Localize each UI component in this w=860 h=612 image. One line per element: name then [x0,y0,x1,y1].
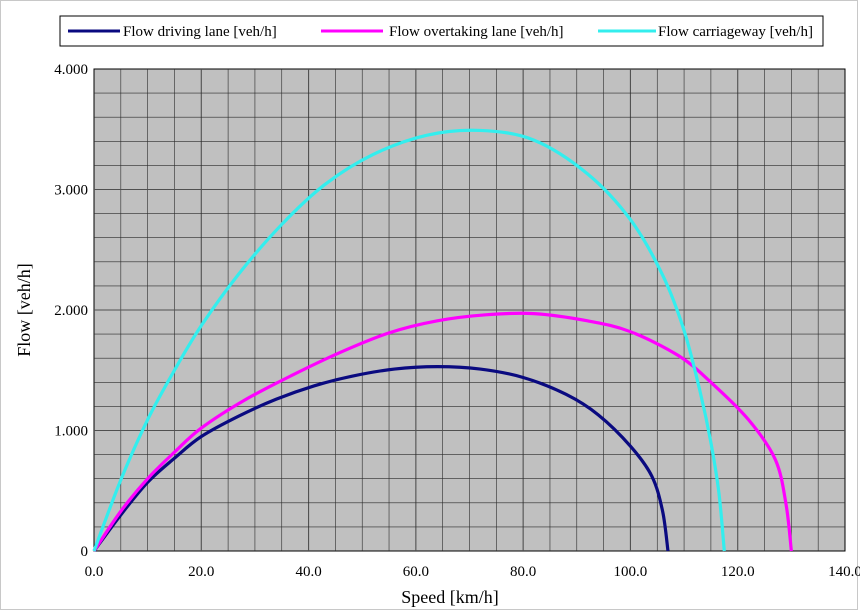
y-tick-label: 2.000 [54,303,88,319]
x-tick-label: 100.0 [614,564,648,580]
x-tick-label: 120.0 [721,564,755,580]
x-tick-label: 60.0 [403,564,429,580]
series-lines [92,128,793,552]
legend-label-driving-lane: Flow driving lane [veh/h] [123,24,277,40]
y-tick-label: 1.000 [54,424,88,440]
x-axis-title: Speed [km/h] [401,587,498,607]
series-line-driving-lane [92,365,670,552]
x-tick-label: 20.0 [188,564,214,580]
x-tick-label: 40.0 [295,564,321,580]
legend: Flow driving lane [veh/h] Flow overtakin… [59,15,824,47]
y-tick-label: 3.000 [54,183,88,199]
grid-lines [94,69,845,551]
x-tick-label: 80.0 [510,564,536,580]
tick-labels: 0.0 20.0 40.0 60.0 80.0 100.0 120.0 140.0 0 1.000… [54,62,860,580]
y-axis-title: Flow [veh/h] [14,263,34,357]
x-tick-label: 0.0 [85,564,104,580]
x-tick-label: 140.0 [828,564,860,580]
legend-box [59,15,824,47]
legend-label-overtaking-lane: Flow overtaking lane [veh/h] [389,24,564,40]
legend-label-carriageway: Flow carriageway [veh/h] [658,24,813,40]
series-line-overtaking-lane [92,311,793,552]
y-tick-label: 4.000 [54,62,88,78]
y-tick-label: 0 [81,544,89,560]
series-line-carriageway [92,128,726,552]
